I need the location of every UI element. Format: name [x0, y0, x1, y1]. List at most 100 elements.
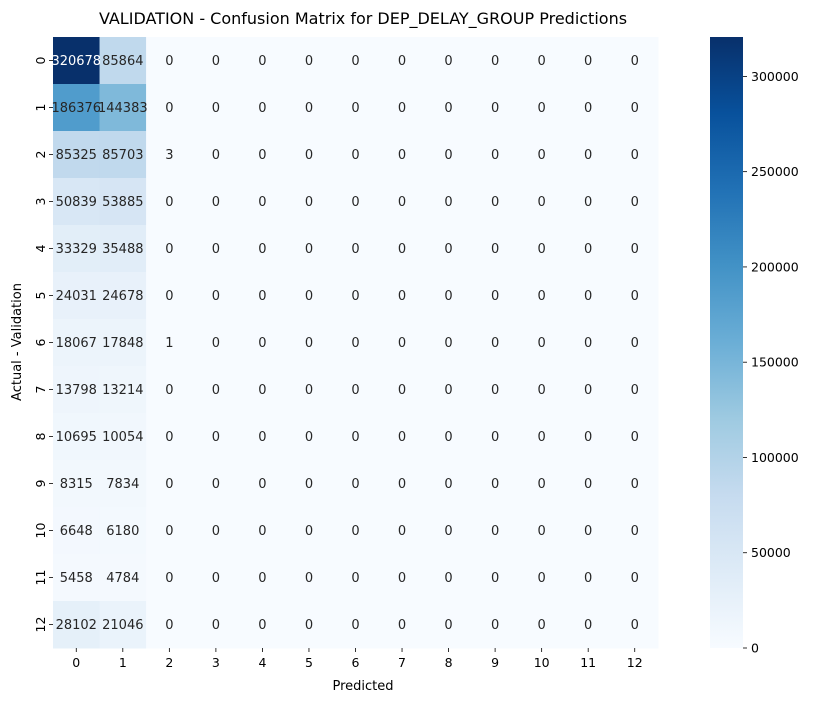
- x-tick-label: 12: [627, 655, 643, 670]
- cell-value: 85864: [102, 54, 143, 69]
- heatmap-cell: [239, 507, 287, 555]
- cell-value: 0: [538, 54, 546, 69]
- heatmap-cell: [192, 225, 240, 273]
- cell-value: 0: [538, 618, 546, 633]
- heatmap-cell: [471, 601, 519, 649]
- cell-value: 0: [631, 242, 639, 257]
- colorbar-tick-label: 200000: [751, 259, 799, 274]
- cell-value: 0: [212, 336, 220, 351]
- heatmap-cell: [53, 413, 101, 461]
- heatmap-cell: [425, 554, 473, 602]
- cell-value: 18067: [56, 336, 97, 351]
- cell-value: 0: [398, 618, 406, 633]
- cell-value: 0: [444, 430, 452, 445]
- heatmap-cell: [332, 413, 380, 461]
- y-tick-label: 12: [33, 617, 48, 633]
- cell-value: 0: [584, 242, 592, 257]
- y-tick-label: 0: [33, 56, 48, 64]
- heatmap-cell: [146, 178, 194, 226]
- cell-value: 10054: [102, 430, 143, 445]
- heatmap-cell: [146, 366, 194, 414]
- y-axis-label: Actual - Validation: [10, 283, 25, 401]
- cell-value: 0: [305, 383, 313, 398]
- x-tick-label: 8: [445, 655, 453, 670]
- x-tick-label: 9: [491, 655, 499, 670]
- cell-value: 5458: [60, 571, 93, 586]
- heatmap-cell: [285, 225, 333, 273]
- cell-value: 0: [258, 430, 266, 445]
- colorbar: [710, 37, 743, 648]
- cell-value: 0: [631, 289, 639, 304]
- cell-value: 4784: [106, 571, 139, 586]
- cell-value: 0: [444, 242, 452, 257]
- heatmap-cell: [425, 413, 473, 461]
- cell-value: 0: [631, 618, 639, 633]
- heatmap-cell: [611, 554, 659, 602]
- cell-value: 0: [444, 383, 452, 398]
- heatmap-cell: [192, 554, 240, 602]
- heatmap-cell: [611, 131, 659, 179]
- heatmap-cell: [99, 460, 147, 508]
- cell-value: 0: [584, 195, 592, 210]
- cell-value: 0: [212, 148, 220, 163]
- heatmap-cell: [611, 507, 659, 555]
- colorbar-tick-label: 100000: [751, 450, 799, 465]
- cell-value: 0: [212, 101, 220, 116]
- heatmap-cell: [378, 413, 426, 461]
- cell-value: 0: [584, 571, 592, 586]
- cell-value: 0: [258, 54, 266, 69]
- heatmap-cell: [285, 413, 333, 461]
- heatmap-cell: [518, 554, 566, 602]
- heatmap-cell: [611, 272, 659, 320]
- heatmap-cell: [99, 554, 147, 602]
- x-tick-label: 6: [352, 655, 360, 670]
- cell-value: 0: [165, 289, 173, 304]
- cell-value: 8315: [60, 477, 93, 492]
- cell-value: 21046: [102, 618, 143, 633]
- heatmap-cell: [99, 366, 147, 414]
- cell-value: 17848: [102, 336, 143, 351]
- cell-value: 0: [584, 148, 592, 163]
- x-tick-label: 0: [72, 655, 80, 670]
- cell-value: 0: [212, 524, 220, 539]
- cell-value: 0: [538, 242, 546, 257]
- cell-value: 0: [491, 54, 499, 69]
- heatmap-cell: [146, 272, 194, 320]
- x-tick-label: 4: [258, 655, 266, 670]
- heatmap-cell: [146, 460, 194, 508]
- cell-value: 0: [165, 477, 173, 492]
- heatmap-cell: [285, 554, 333, 602]
- cell-value: 1: [165, 336, 173, 351]
- cell-value: 0: [212, 289, 220, 304]
- heatmap-cell: [564, 554, 612, 602]
- heatmap-cell: [471, 460, 519, 508]
- cell-value: 0: [258, 618, 266, 633]
- cell-value: 0: [165, 524, 173, 539]
- heatmap-cell: [239, 225, 287, 273]
- heatmap-cell: [332, 178, 380, 226]
- cell-value: 53885: [102, 195, 143, 210]
- cell-value: 24031: [56, 289, 97, 304]
- heatmap-cell: [378, 131, 426, 179]
- cell-value: 0: [258, 195, 266, 210]
- cell-value: 0: [491, 430, 499, 445]
- cell-value: 144383: [98, 101, 148, 116]
- cell-value: 0: [538, 195, 546, 210]
- heatmap-cell: [518, 319, 566, 367]
- cell-value: 0: [631, 195, 639, 210]
- cell-value: 0: [584, 336, 592, 351]
- x-tick-label: 11: [580, 655, 596, 670]
- cell-value: 24678: [102, 289, 143, 304]
- heatmap-cell: [239, 413, 287, 461]
- cell-value: 0: [444, 101, 452, 116]
- cell-value: 0: [491, 524, 499, 539]
- heatmap-cell: [53, 554, 101, 602]
- cell-value: 0: [351, 195, 359, 210]
- cell-value: 0: [258, 101, 266, 116]
- heatmap-cell: [564, 460, 612, 508]
- cell-value: 85703: [102, 148, 143, 163]
- heatmap-cell: [471, 131, 519, 179]
- cell-value: 0: [398, 571, 406, 586]
- heatmap-cell: [564, 37, 612, 85]
